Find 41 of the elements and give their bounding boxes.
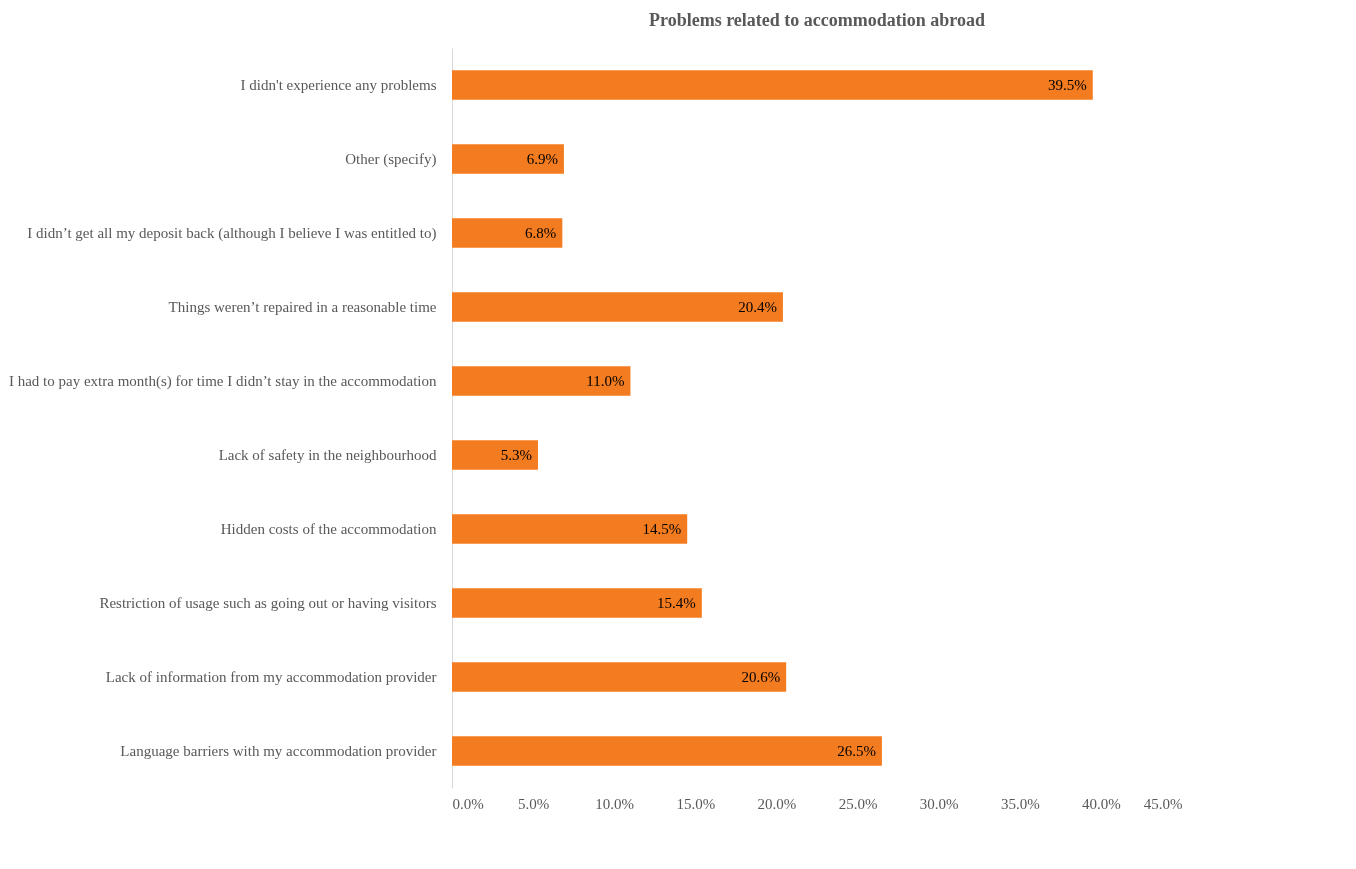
y-tick-label: I had to pay extra month(s) for time I didn’t stay in the accommodation [8,373,437,390]
x-tick-label: 0.0% [452,795,484,812]
bar [452,440,538,470]
y-tick-label: Language barriers with my accommodation provider [120,743,437,759]
x-tick-label: 25.0% [838,795,878,812]
data-label: 5.3% [500,447,532,463]
data-label: 14.5% [642,521,682,537]
y-tick-label: I didn’t get all my deposit back (although I believe I was entitled to) [27,225,437,242]
data-label: 6.9% [526,151,558,167]
bar [452,736,882,766]
x-tick-label: 40.0% [1082,795,1121,812]
bar [452,292,783,322]
bar [452,70,1093,100]
chart-title: Problems related to accommodation abroad [649,10,985,30]
y-tick-label: Things weren’t repaired in a reasonable time [168,299,437,315]
y-tick-label: Lack of information from my accommodation provider [105,669,437,685]
data-label: 6.8% [525,225,557,241]
y-tick-label: Other (specify) [345,151,437,168]
x-tick-label: 35.0% [1000,795,1040,812]
x-tick-label: 5.0% [517,795,550,812]
data-label: 26.5% [837,743,876,759]
x-tick-label: 15.0% [676,795,716,812]
bar [452,144,564,174]
data-label: 15.4% [657,595,696,611]
x-tick-label: 45.0% [1143,795,1183,812]
bar [452,218,563,248]
y-tick-label: Lack of safety in the neighbourhood [218,447,437,463]
x-tick-label: 10.0% [595,795,635,812]
data-label: 39.5% [1048,77,1087,93]
data-label: 20.6% [741,669,781,685]
data-label: 20.4% [738,299,777,315]
data-label: 11.0% [586,373,625,389]
bar [452,366,631,396]
bar [452,514,688,544]
bar [452,662,787,692]
y-tick-label: Hidden costs of the accommodation [220,521,437,537]
x-tick-label: 30.0% [919,795,959,812]
bar [452,588,702,618]
y-tick-label: Restriction of usage such as going out or having visitors [99,595,437,611]
y-tick-label: I didn't experience any problems [240,77,437,93]
x-tick-label: 20.0% [757,795,797,812]
